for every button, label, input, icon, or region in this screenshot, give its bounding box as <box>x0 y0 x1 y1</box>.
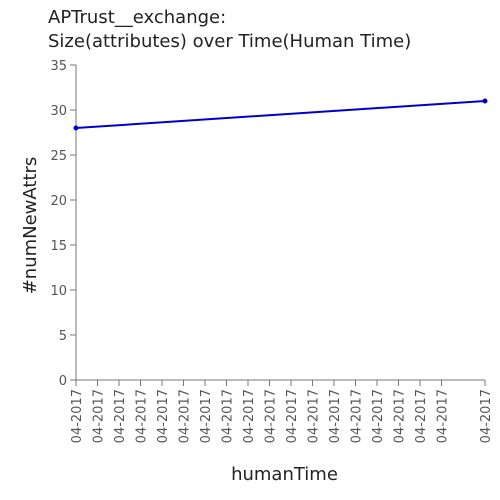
y-tick-label: 0 <box>59 374 67 389</box>
y-tick-label: 25 <box>50 149 67 164</box>
data-point <box>73 125 79 131</box>
x-tick-label: 04-2017 <box>156 389 171 443</box>
x-tick-label: 04-2017 <box>328 389 343 443</box>
x-tick-label: 04-2017 <box>350 389 365 443</box>
y-tick-label: 35 <box>50 59 67 74</box>
x-tick-label: 04-2017 <box>178 389 193 443</box>
x-tick-label: 04-2017 <box>92 389 107 443</box>
y-tick-label: 10 <box>50 284 67 299</box>
x-tick-label: 04-2017 <box>307 389 322 443</box>
data-point <box>482 98 488 104</box>
x-tick-label: 04-2017 <box>135 389 150 443</box>
chart-title: APTrust__exchange: Size(attributes) over… <box>48 6 411 54</box>
x-tick-label: 04-2017 <box>70 389 85 443</box>
x-axis: 04-2017 04-2017 04-2017 04-2017 04-2017 04-20… <box>70 379 494 443</box>
series-layer <box>73 98 488 131</box>
x-tick-label: 04-2017 <box>414 389 429 443</box>
x-tick-label: 04-2017 <box>242 389 257 443</box>
x-tick-label: 04-2017 <box>479 389 494 443</box>
x-tick-label: 04-2017 <box>393 389 408 443</box>
y-axis-title: #numNewAttrs <box>20 157 41 295</box>
x-tick-label: 04-2017 <box>436 389 451 443</box>
x-tick-label: 04-2017 <box>199 389 214 443</box>
x-tick-label: 04-2017 <box>221 389 236 443</box>
y-tick-label: 15 <box>50 239 67 254</box>
x-tick-label: 04-2017 <box>371 389 386 443</box>
y-tick-label: 30 <box>50 104 67 119</box>
series-line <box>75 100 486 129</box>
chart-title-line-1: APTrust__exchange: <box>48 7 227 28</box>
x-tick-label: 04-2017 <box>264 389 279 443</box>
x-tick-label: 04-2017 <box>285 389 300 443</box>
y-axis: 0 5 10 15 20 25 30 35 <box>50 59 77 389</box>
chart-title-line-2: Size(attributes) over Time(Human Time) <box>48 31 412 52</box>
x-tick-label: 04-2017 <box>113 389 128 443</box>
x-axis-title: humanTime <box>231 464 338 485</box>
y-tick-label: 5 <box>59 329 67 344</box>
y-tick-label: 20 <box>50 194 67 209</box>
